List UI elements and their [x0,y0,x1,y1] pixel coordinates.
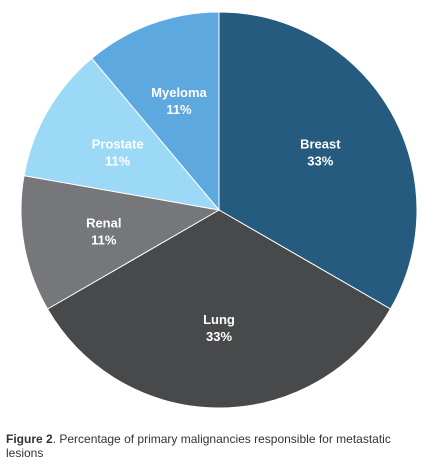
slice-percent-renal: 11% [91,232,117,247]
pie-chart: Breast 33% Lung 33% Renal 11% Prostate 11% Myelo… [20,11,418,409]
pie-slice-renal [20,175,221,310]
caption-lead: Figure 2 [6,432,53,446]
slice-percent-prostate: 11% [105,154,131,169]
slice-label-prostate: Prostate [92,137,144,152]
caption-text: . Percentage of primary malignancies res… [6,432,391,460]
slice-label-lung: Lung [203,312,235,327]
figure-caption: Figure 2. Percentage of primary malignan… [6,432,430,460]
slice-label-myeloma: Myeloma [151,85,207,100]
pie-slice-myeloma [91,11,220,212]
slice-percent-breast: 33% [307,154,333,169]
slice-percent-myeloma: 11% [166,102,192,117]
slice-percent-lung: 33% [206,329,232,344]
slice-label-renal: Renal [86,215,121,230]
slice-label-breast: Breast [300,137,341,152]
pie-slice-breast [218,11,418,310]
pie-slice-prostate [23,57,221,211]
